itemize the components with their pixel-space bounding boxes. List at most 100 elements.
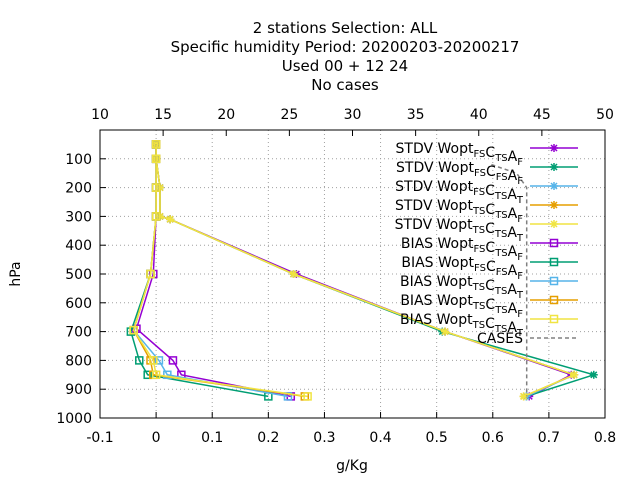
data-point bbox=[550, 201, 558, 209]
title-line-2: Specific humidity Period: 20200203-20200… bbox=[171, 38, 520, 56]
data-point bbox=[549, 238, 559, 248]
y-axis: 100 200 300 400 500 600 700 800 900 1000 bbox=[56, 152, 106, 427]
legend-label: BIAS WoptFSCTSAF bbox=[401, 236, 523, 263]
x-tick-label: 0.4 bbox=[369, 430, 391, 446]
x-axis-label: g/Kg bbox=[336, 458, 368, 474]
x2-tick-label: 40 bbox=[470, 107, 488, 123]
legend-item-1: STDV WoptFSCTSAF bbox=[396, 141, 578, 168]
series-11 bbox=[491, 163, 528, 397]
data-point bbox=[441, 327, 450, 336]
legend-label: BIAS WoptFSCFSAF bbox=[401, 255, 523, 282]
x-tick-label: 0.1 bbox=[201, 430, 223, 446]
legend-item-2: STDV WoptFSCFSAF bbox=[396, 160, 578, 187]
series-5 bbox=[152, 140, 579, 401]
y-axis-label: hPa bbox=[8, 261, 24, 286]
y-tick-label: 600 bbox=[65, 296, 92, 312]
legend-label: CASES bbox=[477, 331, 523, 347]
legend-item-9: BIAS WoptTSCTSAF bbox=[400, 293, 578, 320]
data-point bbox=[168, 356, 178, 365]
data-point bbox=[550, 144, 558, 152]
x-tick-label: 0.8 bbox=[594, 430, 616, 446]
data-point bbox=[549, 295, 559, 305]
x-tick-label: 0.7 bbox=[538, 430, 560, 446]
data-point bbox=[570, 370, 579, 379]
legend-label: BIAS WoptTSCTSAF bbox=[400, 293, 523, 320]
y-tick-label: 500 bbox=[65, 267, 92, 283]
data-point bbox=[151, 183, 161, 192]
x-axis-bottom: -0.1 0 0.1 0.2 0.3 0.4 0.5 0.6 0.7 0.8 bbox=[86, 412, 616, 446]
x2-tick-label: 15 bbox=[154, 107, 172, 123]
x-tick-label: -0.1 bbox=[86, 430, 113, 446]
y-tick-label: 100 bbox=[65, 152, 92, 168]
y-tick-label: 700 bbox=[65, 325, 92, 341]
title-line-1: 2 stations Selection: ALL bbox=[253, 19, 438, 37]
x-tick-label: 0.5 bbox=[426, 430, 448, 446]
data-point bbox=[549, 257, 559, 267]
series-layer bbox=[126, 140, 598, 401]
series-line bbox=[155, 144, 597, 398]
legend-label: BIAS WoptTSCTSAT bbox=[400, 274, 524, 301]
grid bbox=[100, 130, 605, 418]
data-point bbox=[129, 325, 138, 335]
series-10 bbox=[129, 140, 312, 401]
legend-label: STDV WoptFSCFSAF bbox=[396, 160, 523, 187]
data-point bbox=[550, 220, 558, 228]
legend-item-11: CASES bbox=[477, 331, 578, 347]
data-point bbox=[549, 276, 559, 286]
legend-label: BIAS WoptTSCTSAT bbox=[400, 312, 524, 339]
data-point bbox=[289, 270, 298, 278]
x2-tick-label: 45 bbox=[533, 107, 551, 123]
data-point bbox=[166, 215, 175, 224]
data-point bbox=[163, 370, 172, 380]
x-tick-label: 0 bbox=[152, 430, 161, 446]
x2-tick-label: 30 bbox=[344, 107, 362, 123]
x2-tick-label: 20 bbox=[217, 107, 235, 123]
data-point bbox=[550, 182, 558, 190]
series-line bbox=[491, 163, 528, 397]
x-tick-label: 0.6 bbox=[482, 430, 504, 446]
data-point bbox=[151, 370, 161, 380]
legend-label: STDV WoptFSCTSAF bbox=[396, 141, 524, 168]
data-point bbox=[589, 370, 598, 379]
data-point bbox=[154, 356, 164, 365]
x2-tick-label: 50 bbox=[596, 107, 614, 123]
legend-label: STDV WoptFSCTSAT bbox=[395, 179, 524, 206]
y-tick-label: 1000 bbox=[56, 411, 92, 427]
x2-tick-label: 25 bbox=[280, 107, 298, 123]
legend-label: STDV WoptTSCTSAF bbox=[395, 198, 523, 225]
data-point bbox=[151, 212, 161, 221]
legend-label: STDV WoptTSCTSAT bbox=[395, 217, 524, 244]
title-line-3: Used 00 + 12 24 bbox=[282, 57, 408, 75]
legend-item-7: BIAS WoptFSCFSAF bbox=[401, 255, 578, 282]
y-tick-label: 400 bbox=[65, 238, 92, 254]
x-tick-label: 0.3 bbox=[313, 430, 335, 446]
legend-item-8: BIAS WoptTSCTSAT bbox=[400, 274, 578, 301]
data-point bbox=[146, 269, 155, 279]
y-tick-label: 800 bbox=[65, 353, 92, 369]
y-tick-label: 200 bbox=[65, 181, 92, 197]
series-line bbox=[132, 144, 308, 398]
legend-item-4: STDV WoptTSCTSAF bbox=[395, 198, 578, 225]
title-line-4: No cases bbox=[311, 76, 379, 94]
x-axis-top: 10 15 20 25 30 35 40 45 50 bbox=[91, 107, 614, 136]
data-point bbox=[151, 154, 161, 164]
y-tick-label: 900 bbox=[65, 382, 92, 398]
data-point bbox=[549, 314, 559, 324]
x2-tick-label: 35 bbox=[407, 107, 425, 123]
data-point bbox=[149, 356, 158, 365]
legend-item-3: STDV WoptFSCTSAT bbox=[395, 179, 578, 206]
legend-item-10: BIAS WoptTSCTSAT bbox=[400, 312, 578, 339]
legend-item-6: BIAS WoptFSCTSAF bbox=[401, 236, 578, 263]
data-point bbox=[143, 370, 152, 380]
data-point bbox=[135, 356, 144, 365]
data-point bbox=[303, 392, 312, 401]
legend-item-5: STDV WoptTSCTSAT bbox=[395, 217, 578, 244]
x-tick-label: 0.2 bbox=[257, 430, 279, 446]
y-tick-label: 300 bbox=[65, 209, 92, 225]
x2-tick-label: 10 bbox=[91, 107, 109, 123]
data-point bbox=[550, 163, 558, 171]
data-point bbox=[151, 140, 161, 149]
chart-title: 2 stations Selection: ALL Specific humid… bbox=[171, 19, 520, 94]
